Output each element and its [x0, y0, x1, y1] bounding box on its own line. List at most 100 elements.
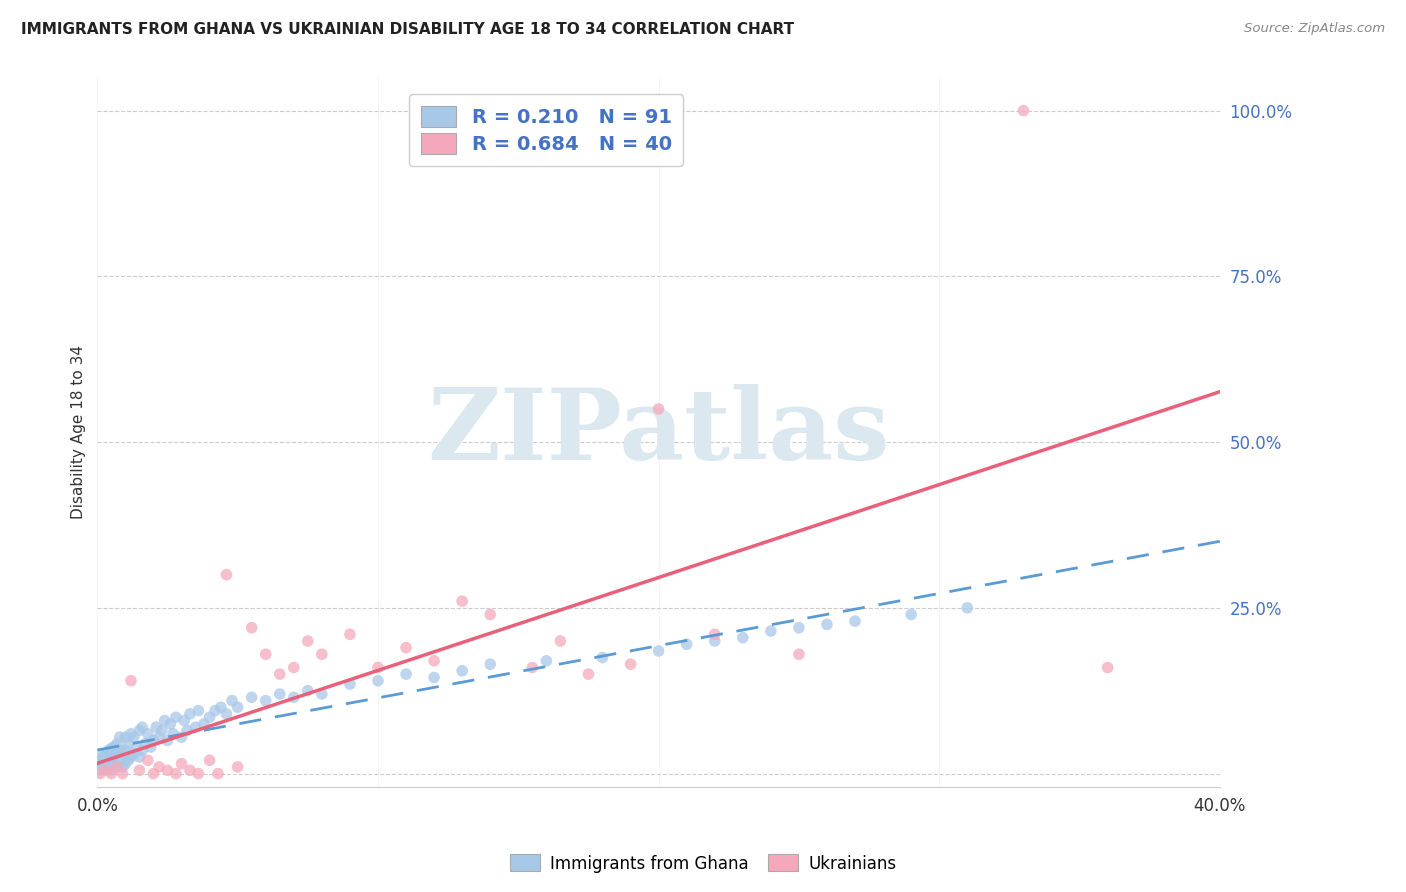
Point: [844, 614, 866, 628]
Point: [108, 753, 131, 767]
Point: [339, 627, 361, 641]
Point: [165, 710, 187, 724]
Point: [89, 766, 111, 780]
Point: [311, 687, 333, 701]
Point: [269, 667, 291, 681]
Point: [787, 621, 810, 635]
Point: [139, 740, 162, 755]
Point: [592, 650, 614, 665]
Point: [703, 634, 725, 648]
Point: [136, 727, 159, 741]
Point: [97, 761, 120, 775]
Point: [207, 766, 229, 780]
Point: [108, 743, 131, 757]
Point: [423, 654, 446, 668]
Point: [367, 660, 389, 674]
Point: [900, 607, 922, 622]
Point: [451, 664, 474, 678]
Point: [97, 743, 120, 757]
Point: [1012, 103, 1035, 118]
Point: [111, 747, 134, 761]
Point: [111, 766, 134, 780]
Point: [215, 706, 238, 721]
Point: [647, 644, 669, 658]
Point: [100, 741, 122, 756]
Point: [184, 720, 207, 734]
Point: [221, 693, 243, 707]
Point: [156, 764, 179, 778]
Point: [254, 647, 277, 661]
Point: [120, 750, 142, 764]
Point: [120, 673, 142, 688]
Point: [94, 758, 117, 772]
Point: [451, 594, 474, 608]
Point: [311, 647, 333, 661]
Point: [131, 743, 153, 757]
Point: [675, 637, 697, 651]
Point: [108, 730, 131, 744]
Point: [173, 714, 195, 728]
Point: [136, 753, 159, 767]
Point: [162, 727, 184, 741]
Point: [117, 737, 139, 751]
Point: [117, 753, 139, 767]
Point: [150, 723, 173, 738]
Point: [956, 600, 979, 615]
Point: [89, 764, 111, 778]
Point: [215, 567, 238, 582]
Point: [193, 716, 215, 731]
Point: [759, 624, 782, 638]
Point: [100, 747, 122, 762]
Point: [100, 766, 122, 780]
Point: [240, 621, 263, 635]
Point: [111, 760, 134, 774]
Point: [97, 752, 120, 766]
Point: [165, 766, 187, 780]
Legend: Immigrants from Ghana, Ukrainians: Immigrants from Ghana, Ukrainians: [503, 847, 903, 880]
Point: [122, 730, 145, 744]
Point: [198, 753, 221, 767]
Point: [269, 687, 291, 701]
Point: [550, 634, 572, 648]
Point: [787, 647, 810, 661]
Point: [226, 700, 249, 714]
Point: [209, 700, 232, 714]
Point: [703, 627, 725, 641]
Text: IMMIGRANTS FROM GHANA VS UKRAINIAN DISABILITY AGE 18 TO 34 CORRELATION CHART: IMMIGRANTS FROM GHANA VS UKRAINIAN DISAB…: [21, 22, 794, 37]
Point: [91, 747, 114, 761]
Point: [423, 670, 446, 684]
Point: [179, 706, 201, 721]
Point: [103, 740, 125, 755]
Point: [142, 733, 165, 747]
Point: [283, 660, 305, 674]
Point: [815, 617, 838, 632]
Point: [89, 753, 111, 767]
Point: [254, 693, 277, 707]
Point: [187, 704, 209, 718]
Point: [100, 764, 122, 778]
Point: [179, 764, 201, 778]
Legend: R = 0.210   N = 91, R = 0.684   N = 40: R = 0.210 N = 91, R = 0.684 N = 40: [409, 95, 683, 166]
Point: [297, 634, 319, 648]
Point: [536, 654, 558, 668]
Point: [91, 756, 114, 771]
Point: [91, 750, 114, 764]
Point: [131, 720, 153, 734]
Point: [156, 733, 179, 747]
Text: Source: ZipAtlas.com: Source: ZipAtlas.com: [1244, 22, 1385, 36]
Point: [103, 750, 125, 764]
Point: [105, 760, 128, 774]
Point: [170, 756, 193, 771]
Point: [395, 667, 418, 681]
Point: [367, 673, 389, 688]
Point: [114, 743, 136, 757]
Point: [148, 730, 170, 744]
Point: [479, 657, 502, 672]
Y-axis label: Disability Age 18 to 34: Disability Age 18 to 34: [72, 345, 86, 519]
Point: [94, 755, 117, 769]
Point: [297, 683, 319, 698]
Point: [91, 761, 114, 775]
Point: [1097, 660, 1119, 674]
Point: [94, 747, 117, 762]
Point: [148, 760, 170, 774]
